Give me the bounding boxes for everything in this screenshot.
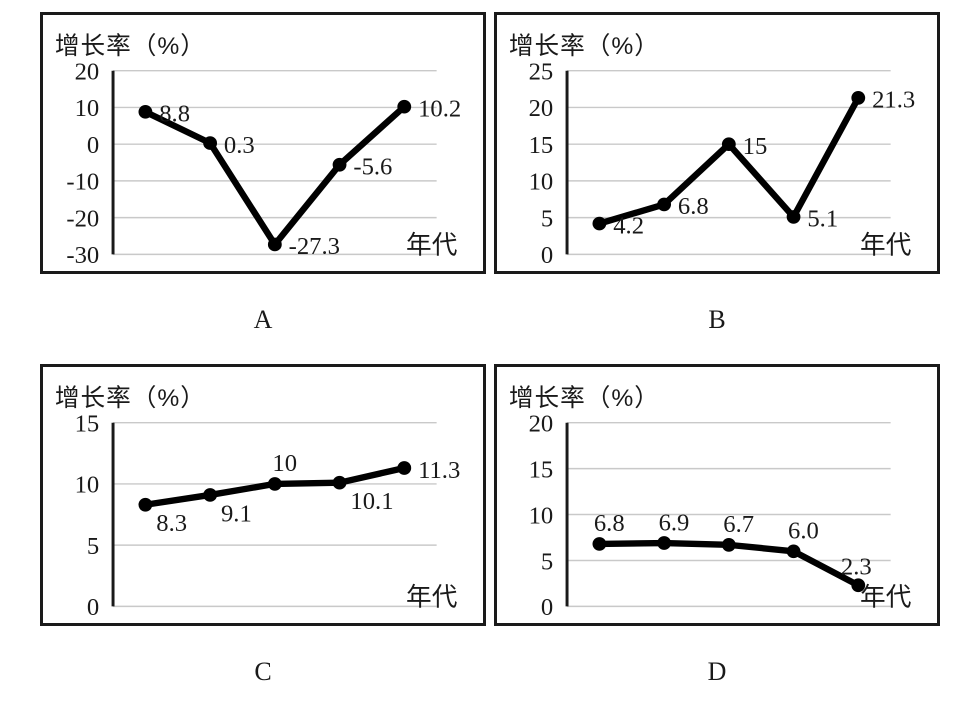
y-axis-tick-label: 10 — [75, 472, 100, 499]
data-point-marker — [332, 475, 347, 490]
x-axis-label: 年代 — [860, 232, 911, 260]
chart-cell-b: 25 20 15 10 5 0 增长率（%） 年代 4.2 6.8 15 5.1 21.3 B — [494, 12, 940, 333]
chart-panel-b: 25 20 15 10 5 0 增长率（%） 年代 4.2 6.8 15 5.1 21.3 — [494, 12, 940, 274]
y-axis-tick-label: -30 — [66, 242, 99, 269]
data-point-label: 2.3 — [841, 554, 872, 581]
data-point-label: 6.9 — [659, 509, 690, 536]
data-point-marker — [657, 197, 672, 212]
chart-title: 增长率（%） — [509, 384, 660, 412]
data-point-marker — [203, 488, 218, 502]
y-axis-tick-label: -20 — [66, 206, 99, 233]
y-axis-tick-label: 25 — [529, 59, 554, 86]
y-axis-tick-label: 5 — [541, 548, 553, 575]
chart-cell-c: 15 10 5 0 增长率（%） 年代 8.3 9.1 10 10.1 11.3 C — [40, 364, 486, 685]
data-point-marker — [592, 216, 607, 231]
y-axis-tick-label: 15 — [529, 132, 554, 159]
y-axis-tick-label: 15 — [75, 411, 100, 438]
data-point-label: 11.3 — [418, 457, 460, 484]
data-point-marker — [786, 544, 801, 559]
chart-d-svg: 20 15 10 5 0 增长率（%） 年代 6.8 6.9 6.7 6.0 2.3 — [509, 384, 912, 621]
data-point-marker — [851, 578, 866, 593]
chart-b-svg: 25 20 15 10 5 0 增长率（%） 年代 4.2 6.8 15 5.1 21.3 — [509, 32, 915, 269]
y-axis-tick-label: 5 — [87, 533, 99, 560]
chart-a-svg: 20 10 0 -10 -20 -30 增长率（%） 年代 8.8 0.3 -27.3 -5.6 10.… — [55, 32, 461, 269]
chart-title: 增长率（%） — [55, 384, 206, 412]
y-axis-tick-label: -10 — [66, 169, 99, 196]
y-axis-tick-label: 0 — [87, 594, 99, 621]
y-axis-tick-label: 15 — [529, 457, 554, 484]
data-point-marker — [267, 237, 282, 252]
data-point-label: 15 — [743, 133, 768, 160]
data-point-label: 6.8 — [678, 193, 709, 220]
data-point-label: 6.7 — [723, 511, 754, 538]
y-axis-tick-label: 10 — [529, 169, 554, 196]
data-point-label: 10.1 — [350, 488, 393, 515]
data-point-label: 5.1 — [807, 206, 838, 233]
data-point-marker — [721, 538, 736, 552]
y-axis-tick-label: 20 — [529, 95, 554, 122]
data-point-label: 0.3 — [224, 132, 255, 159]
data-point-marker — [592, 537, 607, 551]
chart-panel-c: 15 10 5 0 增长率（%） 年代 8.3 9.1 10 10.1 11.3 — [40, 364, 486, 626]
data-point-label: 10.2 — [418, 96, 461, 123]
data-point-marker — [397, 461, 412, 475]
data-point-label: 10 — [272, 450, 297, 477]
chart-panel-d: 20 15 10 5 0 增长率（%） 年代 6.8 6.9 6.7 6.0 2.3 — [494, 364, 940, 626]
data-point-label: 8.8 — [159, 101, 190, 128]
panel-label-b: B — [708, 305, 726, 334]
y-axis-tick-label: 0 — [87, 132, 99, 159]
chart-title: 增长率（%） — [509, 32, 660, 60]
chart-title: 增长率（%） — [55, 32, 206, 60]
data-point-marker — [721, 137, 736, 152]
x-axis-label: 年代 — [406, 232, 457, 260]
x-axis-label: 年代 — [860, 584, 911, 612]
y-axis-tick-label: 0 — [541, 242, 553, 269]
data-point-marker — [851, 91, 866, 105]
data-point-marker — [397, 99, 412, 114]
data-point-label: 6.0 — [788, 518, 819, 545]
y-axis-tick-label: 20 — [529, 411, 554, 438]
data-point-label: -27.3 — [289, 233, 340, 260]
chart-c-svg: 15 10 5 0 增长率（%） 年代 8.3 9.1 10 10.1 11.3 — [55, 384, 460, 621]
chart-cell-d: 20 15 10 5 0 增长率（%） 年代 6.8 6.9 6.7 6.0 2.3 D — [494, 364, 940, 685]
data-point-marker — [332, 157, 347, 172]
y-axis-tick-label: 10 — [529, 502, 554, 529]
x-axis-label: 年代 — [406, 584, 457, 612]
data-point-label: 9.1 — [221, 500, 252, 527]
panel-label-d: D — [707, 657, 727, 686]
data-point-marker — [267, 477, 282, 491]
data-point-marker — [138, 497, 153, 512]
data-point-marker — [657, 536, 672, 550]
y-axis-tick-label: 10 — [75, 95, 100, 122]
panel-label-c: C — [254, 657, 272, 686]
y-axis-tick-label: 5 — [541, 206, 553, 233]
data-line — [596, 94, 862, 227]
y-axis-tick-label: 0 — [541, 594, 553, 621]
data-point-marker — [203, 136, 218, 150]
data-point-marker — [786, 210, 801, 224]
data-point-marker — [138, 105, 153, 119]
y-axis-tick-label: 20 — [75, 59, 100, 86]
data-point-label: -5.6 — [353, 154, 392, 181]
data-point-label: 8.3 — [156, 510, 187, 537]
data-point-label: 21.3 — [872, 87, 915, 114]
chart-panel-a: 20 10 0 -10 -20 -30 增长率（%） 年代 8.8 0.3 -27.3 -5.6 10.… — [40, 12, 486, 274]
chart-cell-a: 20 10 0 -10 -20 -30 增长率（%） 年代 8.8 0.3 -27.3 -5.6 10.… — [40, 12, 486, 333]
data-point-label: 4.2 — [613, 212, 644, 239]
panel-label-a: A — [253, 305, 273, 334]
data-point-label: 6.8 — [594, 510, 625, 537]
